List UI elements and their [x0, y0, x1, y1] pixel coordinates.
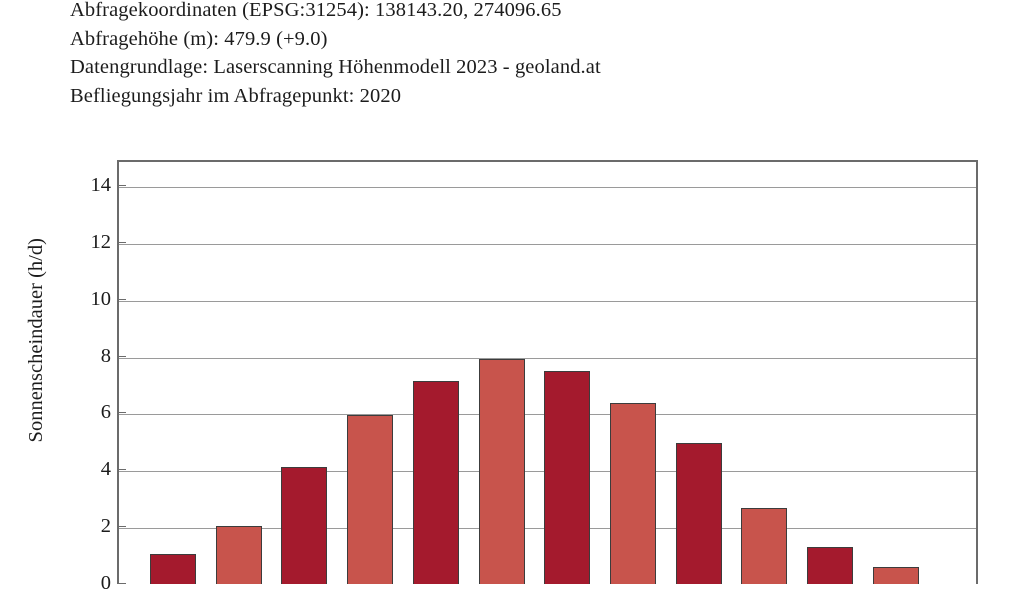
y-axis-tick-label: 0	[100, 572, 111, 594]
gridline	[119, 357, 976, 359]
gridline	[119, 300, 976, 302]
bar-month-12	[872, 566, 919, 584]
survey-year-line: Befliegungsjahr im Abfragepunkt: 2020	[70, 84, 402, 107]
bar-month-1	[150, 553, 196, 584]
gridline	[119, 243, 976, 245]
y-axis-title: Sonnenscheindauer (h/d)	[24, 238, 47, 443]
bar-month-3	[281, 467, 328, 584]
bar-month-8	[609, 403, 656, 584]
bar-month-6	[478, 359, 525, 584]
sunshine-duration-bar-chart: Sonnenscheindauer (h/d) 0 2 4 6 8 10 12 14	[24, 160, 978, 593]
y-axis-tick-label: 14	[90, 174, 112, 196]
bar-month-7	[544, 370, 591, 584]
plot-area	[117, 160, 978, 584]
y-axis-tick-label: 12	[90, 230, 112, 253]
bar-month-2	[215, 525, 262, 584]
gridline	[119, 187, 976, 188]
bar-month-9	[675, 443, 722, 584]
bar-month-5	[412, 380, 459, 584]
bar-month-10	[741, 508, 788, 584]
y-axis-tick-mark	[117, 241, 126, 243]
y-axis-tick-mark	[117, 298, 126, 300]
y-axis-tick-label: 6	[100, 401, 111, 424]
y-axis-tick-label: 2	[100, 515, 111, 538]
query-elevation-line: Abfragehöhe (m): 479.9 (+9.0)	[70, 27, 328, 50]
query-coordinates-line: Abfragekoordinaten (EPSG:31254): 138143.…	[70, 0, 562, 21]
data-source-line: Datengrundlage: Laserscanning Höhenmodel…	[70, 56, 601, 78]
y-axis-tick-mark	[117, 526, 126, 528]
y-axis-tick-label: 4	[100, 458, 111, 481]
y-axis-tick-label: 8	[100, 344, 111, 367]
y-axis-tick-label: 10	[90, 287, 112, 310]
query-info-block: Abfragekoordinaten (EPSG:31254): 138143.…	[70, 0, 970, 110]
y-axis-tick-mark	[117, 355, 126, 357]
bar-month-4	[347, 414, 394, 584]
y-axis-tick-mark	[117, 412, 126, 414]
y-axis-tick-mark	[117, 469, 126, 471]
y-axis-tick-mark	[117, 185, 126, 186]
bar-month-11	[807, 546, 853, 584]
y-axis-tick-labels: 0 2 4 6 8 10 12 14	[59, 160, 112, 593]
y-axis-tick-mark	[117, 583, 126, 584]
